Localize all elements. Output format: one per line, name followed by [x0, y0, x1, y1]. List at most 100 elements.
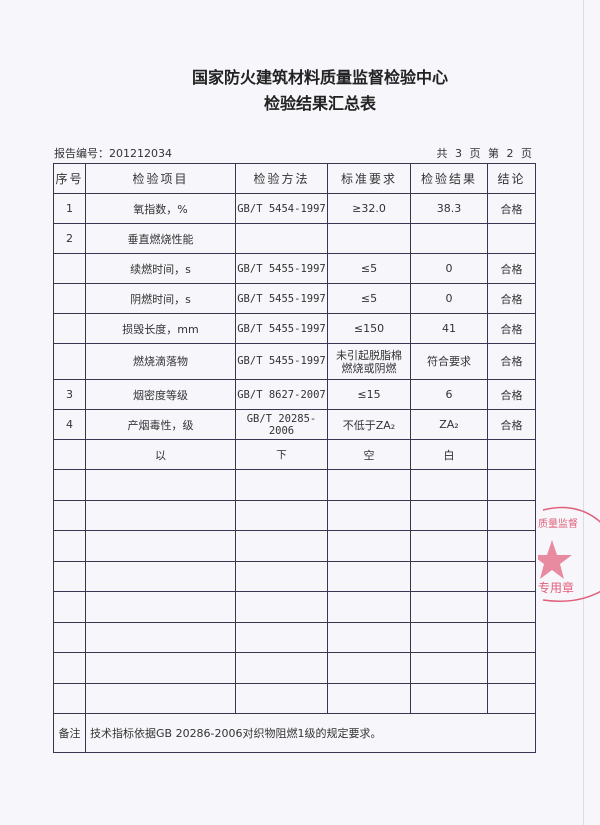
- table-cell: [410, 530, 488, 562]
- remark-row: 备注 技术指标依据GB 20286-2006对织物阻燃1级的规定要求。: [53, 713, 536, 753]
- table-cell: 符合要求: [410, 343, 488, 380]
- table-cell: [487, 223, 536, 254]
- table-cell: [235, 652, 328, 684]
- table-cell: [85, 560, 236, 592]
- table-cell: 合格: [487, 409, 536, 440]
- table-cell: [53, 560, 86, 592]
- results-table: 序号 检验项目 检验方法 标准要求 检验结果 结论 1 氧指数，% GB/T 5454-199…: [53, 163, 536, 753]
- table-cell: [53, 682, 86, 714]
- table-cell: [487, 682, 536, 714]
- empty-row: [53, 530, 536, 562]
- table-cell: 未引起脱脂棉燃烧或阴燃: [327, 343, 411, 380]
- table-cell: 不低于ZA₂: [327, 409, 411, 440]
- table-row: 3 烟密度等级 GB/T 8627-2007 ≤15 6 合格: [53, 379, 536, 410]
- table-row: 1 氧指数，% GB/T 5454-1997 ≥32.0 38.3 合格: [53, 193, 536, 224]
- table-cell: 合格: [487, 343, 536, 380]
- table-cell: [85, 469, 236, 501]
- table-cell: [487, 499, 536, 531]
- table-cell: [53, 652, 86, 684]
- table-cell: [327, 591, 411, 623]
- table-cell: [53, 621, 86, 653]
- empty-row: [53, 469, 536, 501]
- svg-text:质量监督: 质量监督: [538, 517, 578, 530]
- table-cell: [327, 652, 411, 684]
- table-cell: ZA₂: [410, 409, 488, 440]
- table-cell: [410, 621, 488, 653]
- table-cell: GB/T 5455-1997: [235, 253, 328, 284]
- table-cell: [235, 469, 328, 501]
- table-cell: ≤15: [327, 379, 411, 410]
- table-cell: 白: [410, 439, 488, 470]
- remark-label: 备注: [53, 713, 86, 753]
- table-row: 2 垂直燃烧性能: [53, 223, 536, 254]
- table-cell: 38.3: [410, 193, 488, 224]
- official-seal: 质量监督 专用章: [538, 506, 600, 602]
- table-cell: 0: [410, 253, 488, 284]
- document-subtitle: 检验结果汇总表: [263, 94, 376, 113]
- table-cell: 下: [235, 439, 328, 470]
- table-cell: 0: [410, 283, 488, 314]
- table-cell: 以: [85, 439, 236, 470]
- table-cell: [85, 682, 236, 714]
- table-row: 损毁长度，mm GB/T 5455-1997 ≤150 41 合格: [53, 313, 536, 344]
- empty-row: [53, 499, 536, 531]
- table-cell: [410, 499, 488, 531]
- column-header: 检验结果: [410, 163, 488, 194]
- table-cell: [53, 591, 86, 623]
- table-cell: [53, 439, 86, 470]
- table-cell: [235, 621, 328, 653]
- table-cell: [235, 499, 328, 531]
- table-cell: GB/T 8627-2007: [235, 379, 328, 410]
- table-cell: 续燃时间，s: [85, 253, 236, 284]
- table-cell: [410, 223, 488, 254]
- table-cell: [487, 439, 536, 470]
- table-cell: [235, 591, 328, 623]
- column-header: 检验方法: [235, 163, 328, 194]
- column-header: 检验项目: [85, 163, 236, 194]
- table-cell: 1: [53, 193, 86, 224]
- table-cell: [235, 560, 328, 592]
- table-cell: [53, 530, 86, 562]
- empty-row: [53, 682, 536, 714]
- table-cell: 41: [410, 313, 488, 344]
- table-row: 4 产烟毒性，级 GB/T 20285-2006 不低于ZA₂ ZA₂ 合格: [53, 409, 536, 440]
- table-cell: [487, 560, 536, 592]
- table-cell: GB/T 20285-2006: [235, 409, 328, 440]
- table-cell: [85, 530, 236, 562]
- table-cell: GB/T 5455-1997: [235, 313, 328, 344]
- column-header: 序号: [53, 163, 86, 194]
- table-cell: [487, 652, 536, 684]
- table-cell: ≤5: [327, 283, 411, 314]
- table-row: 阴燃时间，s GB/T 5455-1997 ≤5 0 合格: [53, 283, 536, 314]
- empty-row: [53, 652, 536, 684]
- table-cell: ≤150: [327, 313, 411, 344]
- table-cell: [410, 560, 488, 592]
- table-cell: 合格: [487, 193, 536, 224]
- table-cell: 阴燃时间，s: [85, 283, 236, 314]
- table-cell: [487, 530, 536, 562]
- table-cell: 合格: [487, 283, 536, 314]
- table-cell: [327, 223, 411, 254]
- table-cell: [53, 499, 86, 531]
- table-cell: [85, 499, 236, 531]
- table-cell: 产烟毒性，级: [85, 409, 236, 440]
- table-cell: [53, 313, 86, 344]
- table-cell: 烟密度等级: [85, 379, 236, 410]
- document-title: 国家防火建筑材料质量监督检验中心: [191, 68, 448, 87]
- table-cell: [327, 530, 411, 562]
- table-row: 续燃时间，s GB/T 5455-1997 ≤5 0 合格: [53, 253, 536, 284]
- table-cell: [85, 621, 236, 653]
- empty-row: [53, 560, 536, 592]
- table-row: 以下空白: [53, 439, 536, 470]
- table-cell: 垂直燃烧性能: [85, 223, 236, 254]
- svg-text:专用章: 专用章: [538, 580, 574, 595]
- table-cell: [410, 591, 488, 623]
- table-cell: 合格: [487, 313, 536, 344]
- table-cell: [53, 253, 86, 284]
- table-cell: 损毁长度，mm: [85, 313, 236, 344]
- table-cell: [53, 343, 86, 380]
- report-number: 报告编号：201212034: [54, 147, 172, 160]
- page-edge: [583, 0, 584, 825]
- table-cell: 2: [53, 223, 86, 254]
- table-cell: [487, 621, 536, 653]
